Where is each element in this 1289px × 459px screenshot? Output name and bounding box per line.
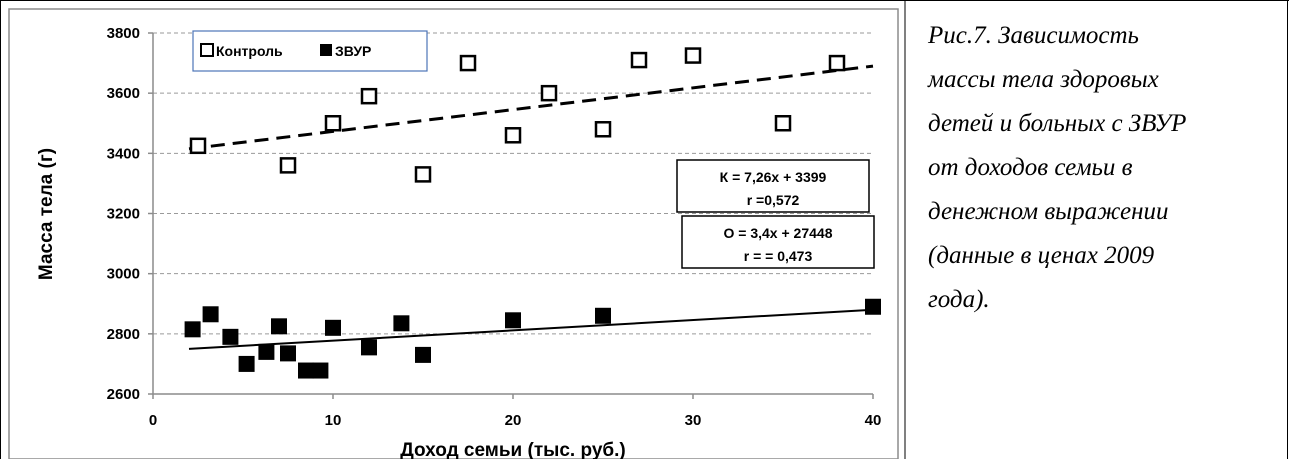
y-axis-label: Масса тела (г)	[36, 148, 57, 280]
x-tick-label: 20	[505, 412, 522, 429]
equation-control-line-1: К = 7,26x + 3399	[720, 169, 827, 185]
legend-label-zvur: ЗВУР	[335, 43, 371, 59]
data-point-control	[414, 166, 432, 183]
y-tick-labels: 2600 2800 3000 3200 3400 3600 3800	[107, 25, 140, 403]
data-point-control	[594, 121, 612, 138]
caption-line: (данные в ценах 2009	[928, 242, 1155, 269]
caption-line: Рис.7. Зависимость	[928, 22, 1139, 49]
scatter-chart: 2600 2800 3000 3200 3400 3600 3800 0 10 20 30 40 М…	[8, 8, 899, 459]
caption-line: детей и больных с ЗВУР	[928, 110, 1187, 137]
equation-zvur-line-2: r = = 0,473	[744, 248, 813, 264]
x-tick-label: 30	[685, 412, 702, 429]
figure-caption: Рис.7. Зависимость массы тела здоровых д…	[928, 14, 1278, 322]
x-tick-label: 40	[865, 412, 882, 429]
legend-marker-control	[200, 43, 214, 57]
data-point-control	[540, 84, 558, 102]
equation-zvur-line-1: О = 3,4x + 27448	[724, 225, 833, 241]
data-point-control	[360, 87, 378, 105]
y-tick-label: 3600	[107, 85, 140, 102]
data-point-zvur	[865, 298, 881, 315]
data-point-zvur	[222, 328, 239, 345]
data-points	[184, 47, 881, 379]
data-point-zvur	[298, 362, 314, 379]
caption-line: денежном выражении	[928, 198, 1169, 225]
y-tick-label: 3200	[107, 206, 140, 223]
data-point-zvur	[595, 307, 611, 324]
data-point-zvur	[393, 315, 410, 332]
data-point-control	[279, 157, 297, 174]
legend-label-control: Контроль	[216, 43, 283, 59]
legend-box	[192, 30, 428, 72]
legend-marker-zvur	[320, 44, 332, 56]
trendline-zvur	[188, 308, 874, 350]
y-tick-label: 2800	[107, 326, 140, 343]
data-point-control	[630, 51, 648, 69]
data-point-zvur	[238, 355, 255, 372]
data-point-control	[189, 137, 207, 155]
data-point-zvur	[312, 362, 329, 379]
equation-control-line-2: r =0,572	[747, 192, 800, 208]
x-tick-labels: 0 10 20 30 40	[149, 412, 882, 429]
data-point-control	[324, 115, 342, 132]
data-point-zvur	[271, 318, 287, 335]
trendlines	[188, 64, 874, 350]
data-point-control	[504, 127, 522, 144]
data-point-zvur	[415, 346, 431, 363]
x-tick-label: 0	[149, 412, 157, 429]
data-point-zvur	[258, 343, 275, 360]
data-point-zvur	[505, 312, 521, 329]
x-tick-label: 10	[325, 412, 342, 429]
y-tick-label: 2600	[107, 386, 140, 403]
data-point-control	[684, 47, 702, 64]
caption-line: года).	[928, 286, 990, 313]
data-point-zvur	[325, 319, 341, 336]
data-point-control	[828, 54, 846, 72]
equation-box-zvur: О = 3,4x + 27448 r = = 0,473	[681, 215, 875, 269]
y-tick-label: 3000	[107, 266, 140, 283]
y-tick-label: 3800	[107, 25, 140, 42]
data-point-zvur	[184, 321, 201, 338]
chart-border	[8, 8, 899, 459]
equation-box-control: К = 7,26x + 3399 r =0,572	[676, 159, 870, 213]
data-point-zvur	[202, 306, 219, 323]
data-point-zvur	[361, 339, 377, 356]
legend: Контроль ЗВУР	[192, 30, 428, 72]
caption-line: от доходов семьи в	[928, 154, 1133, 181]
data-point-control	[459, 54, 477, 72]
x-axis-label: Доход семьи (тыс. руб.)	[400, 440, 626, 459]
data-point-zvur	[280, 345, 296, 362]
y-tick-label: 3400	[107, 145, 140, 162]
data-point-control	[774, 115, 792, 132]
trendline-control	[188, 64, 874, 151]
caption-line: массы тела здоровых	[928, 66, 1159, 93]
axes	[148, 32, 874, 399]
